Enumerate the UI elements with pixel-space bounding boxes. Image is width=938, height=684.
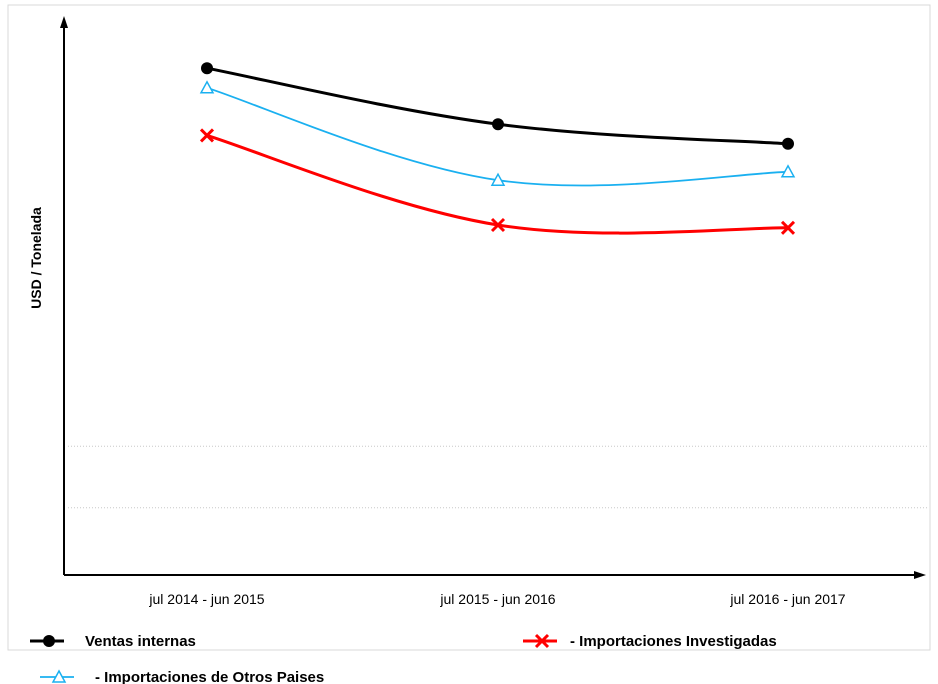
- x-axis-arrow-icon: [914, 571, 926, 579]
- legend: Ventas internas - Importaciones Investiga…: [30, 633, 777, 684]
- legend-label-0: Ventas internas: [85, 633, 196, 650]
- series-line-0: [206, 66, 789, 146]
- x-tick-labels: jul 2014 - jun 2015 jul 2015 - jun 2016 ju…: [148, 591, 845, 607]
- data-point-2-0: [199, 80, 215, 94]
- gridlines: [68, 445, 928, 509]
- series-group: [199, 62, 796, 235]
- data-point-2-2: [780, 164, 796, 178]
- series-line-2: [206, 86, 789, 187]
- data-point-0-2: [782, 137, 794, 150]
- data-point-1-0: [199, 128, 215, 143]
- legend-label-2: - Importaciones de Otros Paises: [95, 669, 324, 684]
- y-axis-arrow-icon: [60, 16, 68, 28]
- y-axis-label: USD / Tonelada: [28, 207, 44, 309]
- legend-marker-0: [43, 635, 55, 647]
- data-point-0-0: [201, 62, 213, 75]
- data-point-0-1: [492, 118, 504, 131]
- legend-label-1: - Importaciones Investigadas: [570, 633, 777, 650]
- x-tick-label: jul 2015 - jun 2016: [439, 591, 555, 607]
- data-point-1-2: [780, 220, 796, 235]
- legend-marker-2: [51, 669, 67, 683]
- x-tick-label: jul 2014 - jun 2015: [148, 591, 264, 607]
- data-point-2-1: [490, 172, 506, 186]
- x-tick-label: jul 2016 - jun 2017: [729, 591, 845, 607]
- legend-marker-1: [534, 633, 550, 649]
- data-point-1-1: [490, 217, 506, 233]
- chart-border: [7, 4, 931, 651]
